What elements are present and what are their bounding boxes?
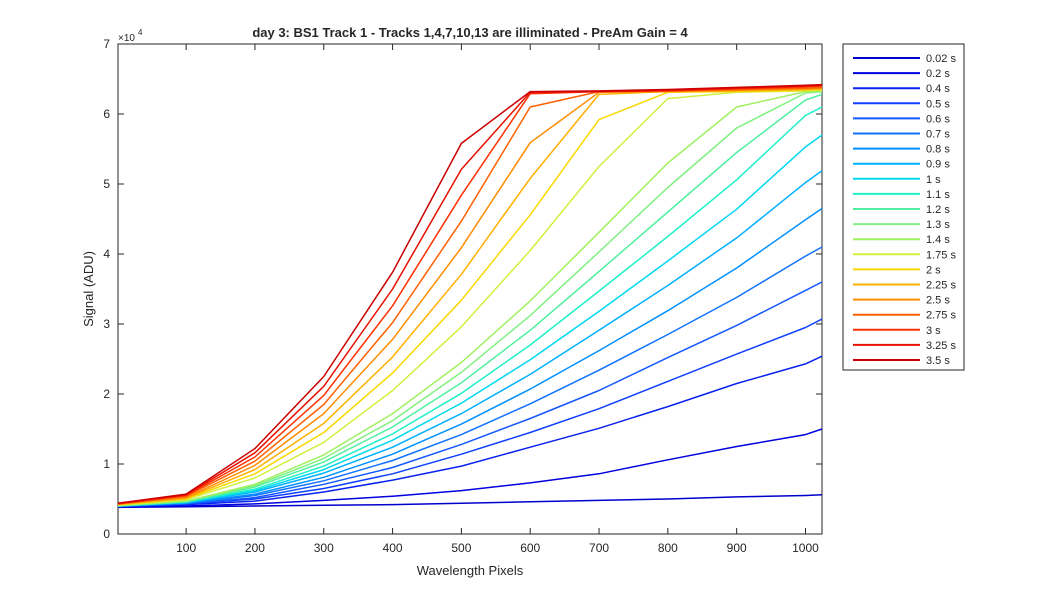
series-lines	[117, 83, 823, 509]
x-tick-label: 300	[314, 541, 334, 555]
x-axis-label: Wavelength Pixels	[417, 563, 524, 578]
x-tick-label: 400	[383, 541, 403, 555]
x-tick-label: 600	[520, 541, 540, 555]
legend-label: 3.25 s	[926, 340, 956, 352]
legend-label: 2.5 s	[926, 295, 950, 307]
legend-label: 2.25 s	[926, 280, 956, 292]
legend-label: 0.2 s	[926, 68, 950, 80]
x-tick-label: 1000	[792, 541, 819, 555]
y-tick-label: 4	[103, 247, 110, 261]
series-line-0-4-s	[117, 355, 823, 508]
y-tick-label: 5	[103, 177, 110, 191]
chart-title: day 3: BS1 Track 1 - Tracks 1,4,7,10,13 …	[252, 25, 688, 40]
series-line-1-s	[117, 134, 823, 507]
x-tick-label: 900	[727, 541, 747, 555]
legend-label: 0.7 s	[926, 129, 950, 141]
series-line-1-1-s	[117, 106, 823, 507]
series-line-1-4-s	[117, 90, 823, 507]
legend-label: 1 s	[926, 174, 941, 186]
legend-label: 0.02 s	[926, 53, 956, 65]
legend-label: 0.5 s	[926, 98, 950, 110]
x-tick-label: 500	[451, 541, 471, 555]
series-line-0-6-s	[117, 281, 823, 507]
legend-label: 1.4 s	[926, 234, 950, 246]
legend-label: 0.4 s	[926, 83, 950, 95]
series-line-0-8-s	[117, 207, 823, 507]
legend-label: 1.75 s	[926, 249, 956, 261]
y-tick-label: 1	[103, 457, 110, 471]
y-axis-label: Signal (ADU)	[81, 251, 96, 327]
x-tick-label: 700	[589, 541, 609, 555]
legend-label: 0.9 s	[926, 159, 950, 171]
legend-label: 2 s	[926, 264, 941, 276]
series-line-1-3-s	[117, 90, 823, 507]
legend-label: 1.1 s	[926, 189, 950, 201]
x-axis-ticks: 100 200 300 400 500 600 700 800 900 1000	[176, 44, 819, 555]
series-line-3-5-s	[117, 83, 823, 504]
legend-label: 3.5 s	[926, 355, 950, 367]
series-line-2-75-s	[117, 86, 823, 505]
y-tick-label: 7	[103, 37, 110, 51]
legend-label: 0.6 s	[926, 113, 950, 125]
legend: 0.02 s 0.2 s 0.4 s 0.5 s 0.6 s 0.7 s 0.8 s 0.9 …	[842, 43, 965, 371]
series-line-0-9-s	[117, 170, 823, 507]
x-tick-label: 100	[176, 541, 196, 555]
y-exponent-base: ×10	[118, 33, 135, 44]
series-line-0-5-s	[117, 318, 823, 508]
legend-label: 1.3 s	[926, 219, 950, 231]
series-line-0-02-s	[117, 494, 823, 509]
y-tick-label: 0	[103, 527, 110, 541]
legend-label: 3 s	[926, 325, 941, 337]
x-tick-label: 200	[245, 541, 265, 555]
legend-label: 1.2 s	[926, 204, 950, 216]
y-tick-label: 2	[103, 387, 110, 401]
series-line-0-7-s	[117, 246, 823, 507]
y-exponent-power: 4	[138, 28, 143, 37]
series-line-0-2-s	[117, 428, 823, 508]
y-tick-label: 3	[103, 317, 110, 331]
series-line-1-2-s	[117, 93, 823, 507]
legend-label: 2.75 s	[926, 310, 956, 322]
legend-items: 0.02 s 0.2 s 0.4 s 0.5 s 0.6 s 0.7 s 0.8 s 0.9 …	[853, 53, 956, 367]
legend-label: 0.8 s	[926, 144, 950, 156]
x-tick-label: 800	[658, 541, 678, 555]
y-axis-ticks: 0 1 2 3 4 5 6 7	[103, 37, 822, 541]
y-tick-label: 6	[103, 107, 110, 121]
